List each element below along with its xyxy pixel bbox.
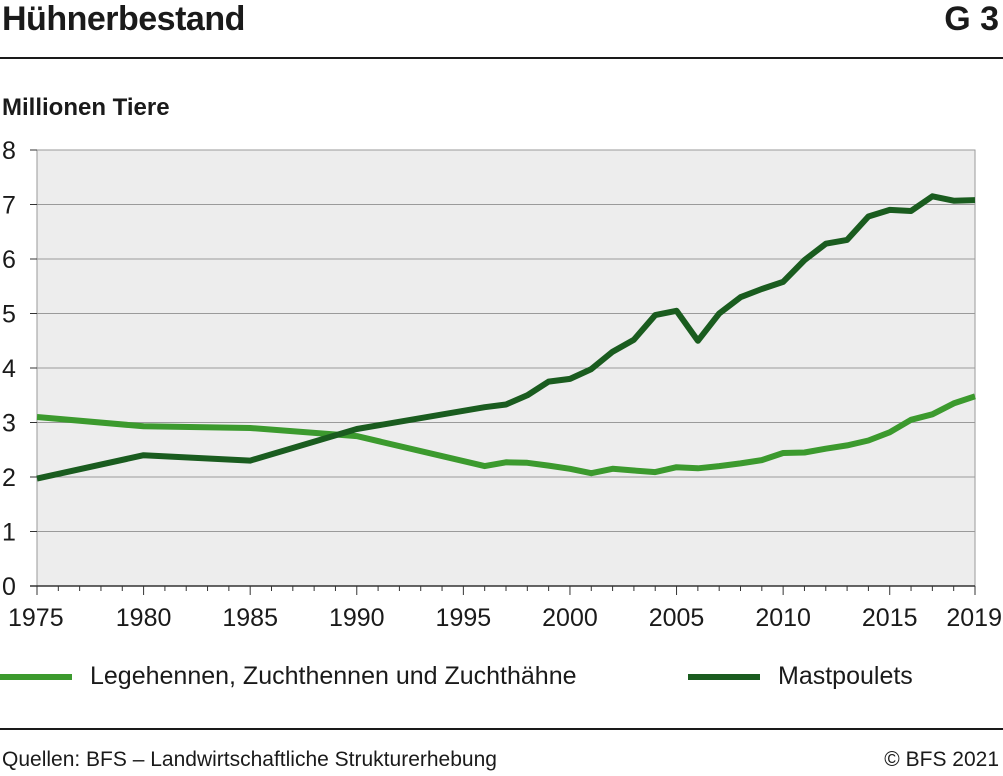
- x-tick-label: 2010: [755, 604, 811, 632]
- bottom-rule: [0, 728, 1003, 730]
- y-tick-label: 3: [2, 410, 16, 438]
- source-note: Quellen: BFS – Landwirtschaftliche Struk…: [2, 748, 497, 771]
- y-tick-label: 6: [2, 246, 16, 274]
- y-tick-label: 0: [2, 573, 16, 601]
- x-tick-label: 2000: [542, 604, 598, 632]
- y-tick-label: 7: [2, 192, 16, 220]
- legend-swatch-mastpoulets: [688, 673, 760, 680]
- top-rule: [0, 57, 1003, 59]
- legend-swatch-legehennen: [0, 673, 72, 680]
- legend-label-legehennen: Legehennen, Zuchthennen und Zuchthähne: [90, 662, 577, 690]
- x-tick-label: 1980: [116, 604, 172, 632]
- x-tick-label: 1975: [8, 604, 64, 632]
- line-chart: 0 1 2 3 4 5 6 7 8 1975 1980 1985 1990 1995 2000 2005 20…: [2, 137, 1002, 632]
- x-tick-label: 2019: [946, 604, 1002, 632]
- legend-label-mastpoulets: Mastpoulets: [778, 662, 913, 690]
- y-tick-labels: 0 1 2 3 4 5 6 7 8: [2, 137, 37, 601]
- legend: Legehennen, Zuchthennen und Zuchthähne M…: [0, 662, 1003, 694]
- x-tick-label: 2015: [862, 604, 918, 632]
- y-tick-label: 8: [2, 137, 16, 165]
- chart-title: Hühnerbestand: [2, 0, 245, 38]
- series-line-legehennen: [36, 393, 976, 477]
- figure-number: G 3: [944, 0, 999, 38]
- y-tick-label: 4: [2, 355, 16, 383]
- y-axis-label: Millionen Tiere: [2, 94, 170, 121]
- copyright-note: © BFS 2021: [884, 748, 999, 771]
- series-line-mastpoulets: [36, 193, 976, 482]
- y-tick-label: 2: [2, 464, 16, 492]
- x-tick-labels: 1975 1980 1985 1990 1995 2000 2005 2010 2015 2019: [8, 586, 1002, 632]
- y-tick-label: 1: [2, 519, 16, 547]
- x-tick-label: 1990: [329, 604, 385, 632]
- y-tick-label: 5: [2, 301, 16, 329]
- legend-item-mastpoulets: Mastpoulets: [688, 662, 913, 691]
- series-lines: [36, 193, 976, 482]
- legend-item-legehennen: Legehennen, Zuchthennen und Zuchthähne: [0, 662, 577, 691]
- gridlines: [30, 149, 975, 587]
- x-tick-label: 1985: [222, 604, 278, 632]
- x-tick-label: 1995: [436, 604, 492, 632]
- x-tick-label: 2005: [649, 604, 705, 632]
